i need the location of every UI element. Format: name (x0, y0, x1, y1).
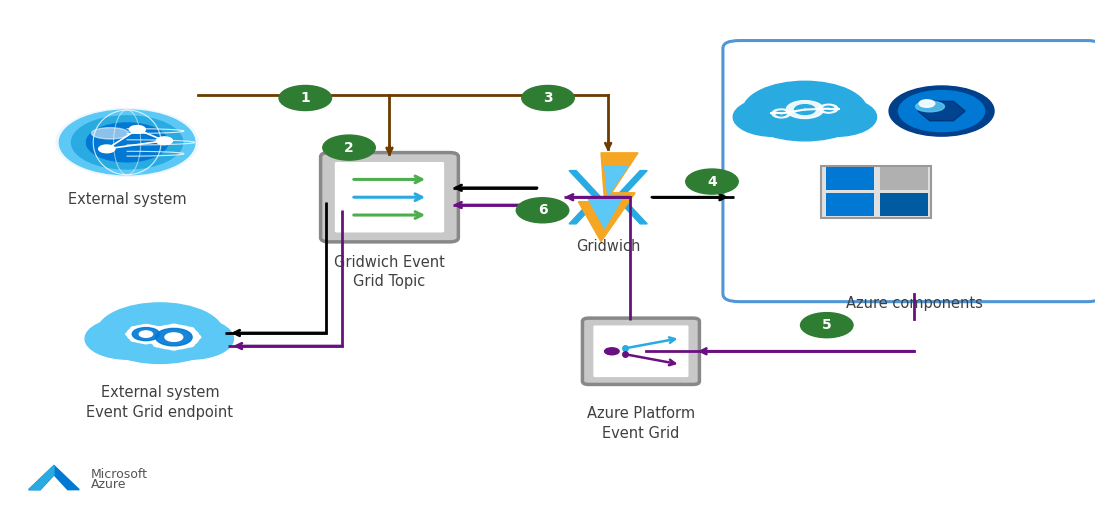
Circle shape (192, 335, 201, 339)
Circle shape (153, 342, 162, 347)
Circle shape (130, 338, 137, 341)
Circle shape (185, 328, 194, 332)
Ellipse shape (915, 101, 945, 112)
Text: 3: 3 (544, 91, 552, 105)
Text: Gridwich Event
Grid Topic: Gridwich Event Grid Topic (334, 255, 445, 289)
Circle shape (129, 125, 146, 133)
Text: 4: 4 (707, 174, 717, 188)
Circle shape (165, 333, 183, 341)
Text: Azure components: Azure components (846, 297, 983, 311)
FancyBboxPatch shape (582, 318, 699, 384)
Text: 1: 1 (300, 91, 310, 105)
Text: External system: External system (68, 192, 186, 207)
Text: Microsoft: Microsoft (91, 468, 148, 481)
Polygon shape (918, 101, 966, 121)
FancyBboxPatch shape (593, 326, 688, 377)
Circle shape (819, 104, 838, 113)
Circle shape (605, 348, 619, 355)
Polygon shape (615, 171, 648, 224)
Circle shape (85, 318, 171, 359)
Circle shape (96, 303, 224, 363)
FancyBboxPatch shape (821, 166, 931, 218)
Circle shape (56, 108, 198, 176)
Circle shape (156, 329, 192, 346)
Ellipse shape (92, 128, 129, 139)
Circle shape (776, 111, 786, 116)
Bar (825, 167, 874, 190)
Circle shape (148, 325, 199, 349)
Polygon shape (28, 466, 79, 490)
Circle shape (169, 345, 179, 350)
Text: 5: 5 (822, 318, 832, 332)
Text: External system
Event Grid endpoint: External system Event Grid endpoint (87, 385, 233, 420)
Text: 2: 2 (344, 141, 354, 154)
Circle shape (127, 325, 165, 343)
Polygon shape (28, 466, 54, 490)
Circle shape (71, 116, 183, 169)
Circle shape (733, 98, 814, 136)
Circle shape (155, 338, 161, 341)
Circle shape (686, 169, 739, 194)
Circle shape (59, 110, 195, 175)
Text: Azure: Azure (91, 478, 126, 491)
Polygon shape (579, 153, 638, 242)
Circle shape (87, 123, 168, 162)
Circle shape (147, 335, 156, 339)
Circle shape (795, 104, 815, 114)
FancyBboxPatch shape (334, 162, 444, 233)
Bar (880, 193, 928, 216)
Circle shape (185, 342, 194, 347)
Circle shape (153, 328, 162, 332)
FancyBboxPatch shape (723, 40, 1096, 302)
Text: 6: 6 (538, 203, 547, 217)
Circle shape (130, 327, 137, 330)
Circle shape (522, 86, 574, 111)
Circle shape (159, 332, 167, 335)
Text: Azure Platform
Event Grid: Azure Platform Event Grid (586, 406, 695, 441)
Circle shape (133, 328, 160, 341)
Text: Gridwich: Gridwich (575, 239, 640, 254)
Circle shape (889, 86, 994, 136)
Circle shape (918, 100, 935, 107)
Circle shape (743, 81, 867, 141)
Circle shape (796, 98, 877, 136)
Circle shape (99, 145, 115, 153)
Circle shape (142, 340, 149, 344)
Circle shape (142, 324, 149, 328)
Circle shape (279, 86, 332, 111)
Polygon shape (589, 166, 628, 228)
Polygon shape (569, 171, 601, 224)
Circle shape (772, 109, 790, 118)
Bar (825, 193, 874, 216)
Bar (880, 167, 928, 190)
Circle shape (126, 332, 133, 335)
Circle shape (786, 101, 823, 119)
Circle shape (516, 198, 569, 223)
Circle shape (323, 135, 375, 160)
Circle shape (169, 324, 179, 329)
Circle shape (800, 312, 853, 338)
Circle shape (155, 327, 161, 330)
Circle shape (899, 90, 984, 132)
Circle shape (147, 318, 233, 359)
Circle shape (139, 331, 152, 337)
FancyBboxPatch shape (321, 153, 458, 242)
Circle shape (157, 137, 172, 145)
Circle shape (823, 106, 834, 111)
